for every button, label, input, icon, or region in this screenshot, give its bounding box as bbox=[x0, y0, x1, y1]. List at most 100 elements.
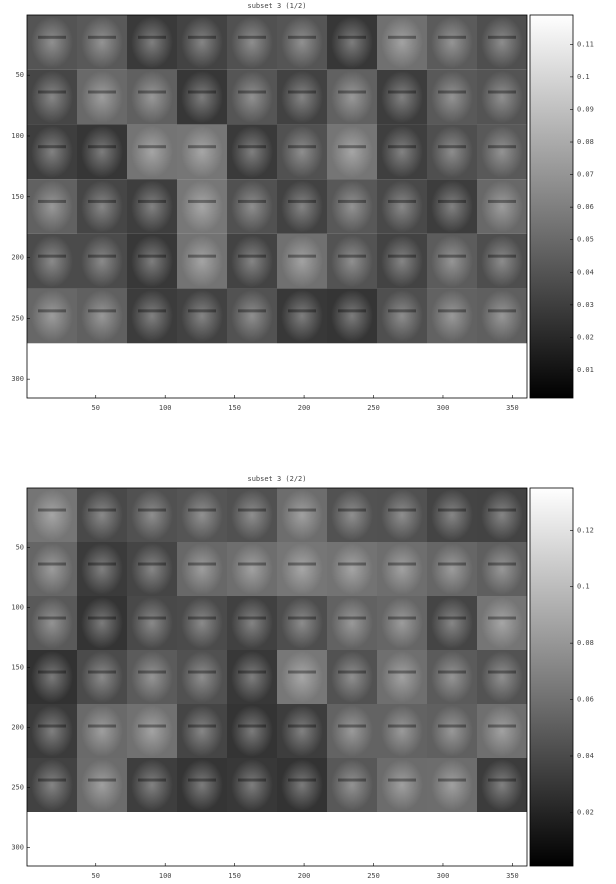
eyes bbox=[138, 200, 166, 203]
eyes bbox=[438, 145, 466, 148]
face bbox=[231, 597, 273, 649]
face bbox=[181, 597, 223, 649]
face bbox=[181, 705, 223, 757]
face bbox=[131, 651, 173, 703]
eyes bbox=[388, 145, 416, 148]
eyes bbox=[338, 725, 366, 728]
face bbox=[381, 126, 423, 179]
y-tick-label: 150 bbox=[11, 663, 24, 671]
y-tick-label: 100 bbox=[11, 132, 24, 140]
eyes bbox=[438, 671, 466, 674]
colorbar-tick-label: 0.08 bbox=[577, 639, 594, 647]
figure: subset 3 (1/2)50100150200250300350501001… bbox=[0, 0, 616, 884]
face bbox=[431, 235, 473, 288]
eyes bbox=[488, 255, 516, 258]
colorbar-tick-label: 0.08 bbox=[577, 138, 594, 146]
face bbox=[181, 489, 223, 541]
face bbox=[431, 16, 473, 69]
eyes bbox=[38, 725, 66, 728]
face bbox=[281, 705, 323, 757]
face bbox=[81, 290, 123, 343]
face bbox=[181, 16, 223, 69]
face bbox=[81, 597, 123, 649]
eyes bbox=[288, 145, 316, 148]
eyes bbox=[188, 509, 216, 512]
face bbox=[331, 16, 373, 69]
eyes bbox=[388, 91, 416, 94]
eyes bbox=[388, 671, 416, 674]
face bbox=[431, 705, 473, 757]
eyes bbox=[388, 509, 416, 512]
eyes bbox=[288, 91, 316, 94]
eyes bbox=[338, 617, 366, 620]
y-tick-label: 100 bbox=[11, 603, 24, 611]
face bbox=[431, 543, 473, 595]
eyes bbox=[238, 617, 266, 620]
face bbox=[131, 180, 173, 233]
eyes bbox=[338, 509, 366, 512]
eyes bbox=[88, 200, 116, 203]
eyes bbox=[138, 91, 166, 94]
face bbox=[181, 651, 223, 703]
face bbox=[81, 235, 123, 288]
eyes bbox=[138, 725, 166, 728]
face bbox=[31, 705, 73, 757]
x-tick-label: 100 bbox=[159, 872, 172, 880]
face bbox=[381, 651, 423, 703]
eyes bbox=[388, 617, 416, 620]
colorbar bbox=[530, 488, 573, 866]
face bbox=[231, 489, 273, 541]
eyes bbox=[238, 255, 266, 258]
eyes bbox=[388, 200, 416, 203]
face bbox=[481, 651, 523, 703]
eyes bbox=[488, 91, 516, 94]
face bbox=[31, 759, 73, 811]
x-tick-label: 200 bbox=[298, 872, 311, 880]
face bbox=[281, 180, 323, 233]
eyes bbox=[488, 725, 516, 728]
face bbox=[331, 180, 373, 233]
eyes bbox=[38, 200, 66, 203]
eyes bbox=[238, 200, 266, 203]
colorbar-tick-label: 0.02 bbox=[577, 333, 594, 341]
y-tick-label: 50 bbox=[16, 543, 24, 551]
eyes bbox=[338, 255, 366, 258]
y-tick-label: 250 bbox=[11, 783, 24, 791]
face bbox=[381, 180, 423, 233]
eyes bbox=[138, 617, 166, 620]
face bbox=[231, 16, 273, 69]
eyes bbox=[488, 671, 516, 674]
eyes bbox=[138, 309, 166, 312]
colorbar-tick-label: 0.04 bbox=[577, 752, 594, 760]
eyes bbox=[438, 200, 466, 203]
eyes bbox=[238, 779, 266, 782]
eyes bbox=[288, 725, 316, 728]
eyes bbox=[488, 617, 516, 620]
colorbar-tick-label: 0.1 bbox=[577, 583, 590, 591]
eyes bbox=[488, 509, 516, 512]
face bbox=[81, 705, 123, 757]
eyes bbox=[188, 145, 216, 148]
y-tick-label: 250 bbox=[11, 314, 24, 322]
face bbox=[131, 489, 173, 541]
x-tick-label: 300 bbox=[437, 404, 450, 412]
eyes bbox=[88, 91, 116, 94]
eyes bbox=[488, 36, 516, 39]
face bbox=[281, 16, 323, 69]
face bbox=[281, 126, 323, 179]
eyes bbox=[88, 145, 116, 148]
eyes bbox=[338, 36, 366, 39]
face bbox=[31, 180, 73, 233]
eyes bbox=[38, 309, 66, 312]
eyes bbox=[438, 725, 466, 728]
eyes bbox=[288, 200, 316, 203]
eyes bbox=[38, 255, 66, 258]
face bbox=[281, 759, 323, 811]
eyes bbox=[288, 779, 316, 782]
eyes bbox=[238, 91, 266, 94]
eyes bbox=[288, 36, 316, 39]
face bbox=[131, 543, 173, 595]
face bbox=[181, 759, 223, 811]
face bbox=[81, 71, 123, 124]
eyes bbox=[188, 309, 216, 312]
